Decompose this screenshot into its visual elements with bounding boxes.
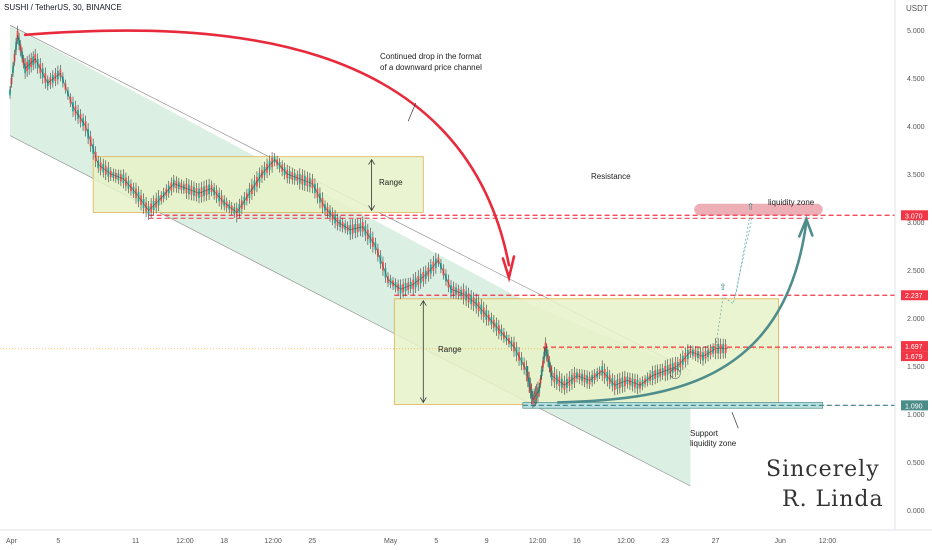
support-label-line1: Support <box>690 429 719 438</box>
signature-line1: Sincerely <box>766 457 880 482</box>
range-label-lower: Range <box>438 345 462 354</box>
currency-label: USDT <box>906 4 928 13</box>
drop-arrow-head <box>501 255 516 283</box>
target-marker-icon: ⇧ <box>719 282 727 292</box>
time-tick-label: 25 <box>308 538 316 545</box>
time-tick-label: 11 <box>132 538 139 545</box>
time-tick-label: 12:00 <box>264 538 282 545</box>
time-tick-label: May <box>384 538 398 545</box>
price-tick-label: 1.000 <box>907 412 925 419</box>
price-tick-label: 1.500 <box>907 364 925 371</box>
level-badge-3.070 <box>901 210 928 221</box>
chart-title: SUSHI / TetherUS, 30, BINANCE <box>4 3 122 12</box>
note-pointer <box>407 102 417 122</box>
level-badge-text: 1.679 <box>905 354 923 361</box>
breakout-circle <box>669 368 681 379</box>
time-tick-label: 23 <box>661 538 669 545</box>
range-box-upper <box>92 156 424 213</box>
level-badge-text: 3.070 <box>905 213 923 220</box>
drop-arrow-curve <box>23 29 511 267</box>
time-tick-label: 9 <box>485 538 489 545</box>
level-badge-text: 1.090 <box>905 403 923 410</box>
projection-path-2 <box>735 217 751 296</box>
support-label-line2: liquidity zone <box>690 439 737 448</box>
level-badge-1.090 <box>901 400 928 411</box>
price-tick-label: 2.000 <box>907 316 925 323</box>
time-tick-label: 12:00 <box>529 538 547 545</box>
level-badge-2.237 <box>901 290 928 301</box>
price-tick-label: 0.000 <box>907 508 925 515</box>
range-label-upper: Range <box>379 178 403 187</box>
signature-line2: R. Linda <box>782 487 884 512</box>
time-tick-label: 5 <box>434 538 438 545</box>
support-pointer <box>731 411 739 429</box>
growth-arrow-head <box>798 215 814 238</box>
price-tick-label: 0.500 <box>907 460 925 467</box>
time-tick-label: 18 <box>220 538 228 545</box>
level-badge-1.697 <box>901 341 928 352</box>
price-tick-label: 4.500 <box>907 76 925 83</box>
price-line <box>9 34 729 401</box>
time-tick-label: 5 <box>56 538 60 545</box>
price-tick-label: 3.500 <box>907 172 925 179</box>
time-tick-label: Apr <box>6 538 18 545</box>
price-tick-label: 4.000 <box>907 124 925 131</box>
time-tick-label: 16 <box>573 538 581 545</box>
time-tick-label: Jun <box>775 538 786 545</box>
time-tick-label: 27 <box>712 538 720 545</box>
level-badge-text: 1.697 <box>905 344 923 351</box>
level-badge-text: 2.237 <box>905 293 923 300</box>
range-measure-upper-heads <box>368 158 375 212</box>
time-tick-label: 12:00 <box>617 538 635 545</box>
price-channel-band <box>10 25 691 486</box>
resistance-label: Resistance <box>591 172 631 181</box>
liquidity-zone-label: liquidity zone <box>768 198 815 207</box>
time-tick-label: 12:00 <box>819 538 837 545</box>
price-tick-label: 2.500 <box>907 268 925 275</box>
channel-note-line1: Continued drop in the format <box>380 52 482 61</box>
price-tick-label: 3.000 <box>907 220 925 227</box>
range-measure-lower-heads <box>419 299 427 404</box>
level-badge-1.679 <box>901 351 928 362</box>
price-tick-label: 5.000 <box>907 28 925 35</box>
projection-path <box>715 217 753 347</box>
time-tick-label: 12:00 <box>176 538 194 545</box>
resistance-zone-pill <box>694 203 823 216</box>
target-marker-icon: ⇧ <box>747 202 755 212</box>
channel-note-line2: of a downward price channel <box>380 63 482 72</box>
growth-arrow-curve <box>556 220 808 404</box>
